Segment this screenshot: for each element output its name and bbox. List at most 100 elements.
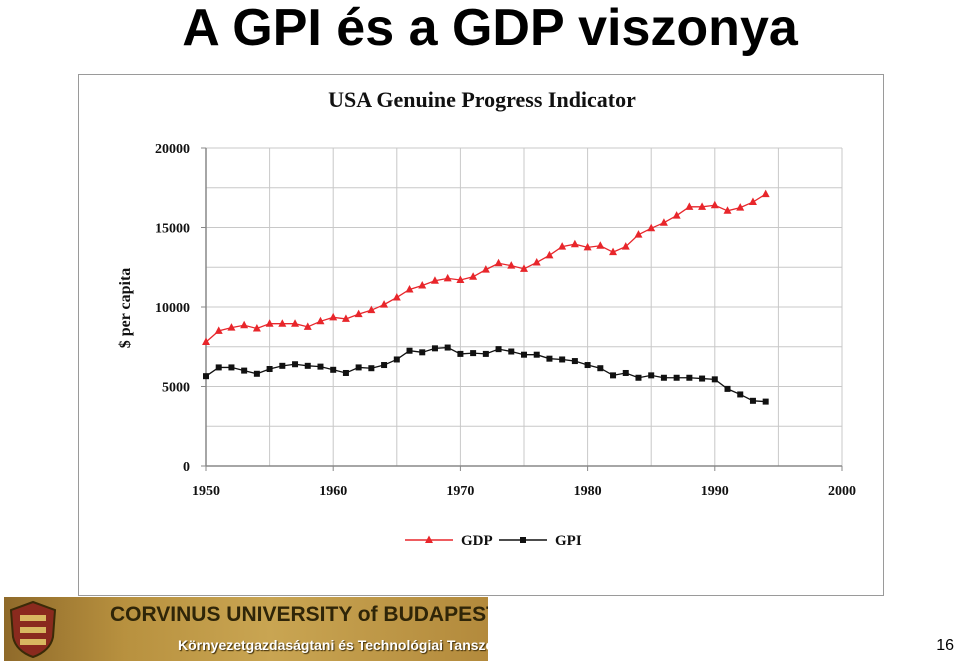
gdp-point <box>520 264 528 272</box>
gpi-point <box>203 373 209 380</box>
series-gdp <box>202 189 770 345</box>
gpi-point <box>470 350 477 357</box>
gpi-point <box>279 362 286 369</box>
gdp-point <box>291 319 300 327</box>
gpi-point <box>597 365 604 372</box>
gpi-point <box>584 362 591 369</box>
gpi-point <box>622 369 629 376</box>
gdp-point <box>634 230 643 238</box>
page-number: 16 <box>936 637 954 654</box>
gpi-point <box>419 349 426 356</box>
gpi-point <box>228 364 235 371</box>
y-tick-label: 20000 <box>155 142 190 157</box>
x-tick-label: 1950 <box>192 484 220 499</box>
gdp-point <box>532 257 541 266</box>
gdp-point <box>570 239 579 248</box>
gpi-point <box>699 375 706 382</box>
grid-lines <box>205 147 843 467</box>
gdp-point <box>240 320 249 329</box>
y-tick-label: 0 <box>183 460 190 475</box>
y-tick-label: 5000 <box>162 381 190 396</box>
gdp-point <box>392 292 401 301</box>
gdp-point <box>354 309 363 318</box>
gdp-point <box>685 202 694 210</box>
x-tick-label: 1970 <box>446 484 474 499</box>
gpi-point <box>762 398 769 405</box>
gdp-point <box>214 326 223 334</box>
x-tick-label: 1980 <box>574 484 602 499</box>
gpi-point <box>610 372 617 379</box>
gdp-point <box>303 322 312 330</box>
gpi-point <box>330 366 337 373</box>
gpi-point <box>521 351 527 358</box>
gdp-point <box>481 265 490 273</box>
gpi-point <box>317 363 324 370</box>
gpi-point <box>342 369 349 376</box>
gdp-point <box>367 305 376 314</box>
axes <box>201 147 843 471</box>
gdp-point <box>710 200 719 209</box>
legend-label-gdp: GDP <box>461 533 493 549</box>
chart-title: USA Genuine Progress Indicator <box>328 87 636 112</box>
gpi-point <box>215 364 222 371</box>
legend-marker-gdp <box>425 535 433 543</box>
gpi-point <box>457 350 464 357</box>
gpi-point <box>546 355 553 362</box>
gpi-point <box>673 374 680 381</box>
y-tick-label: 10000 <box>155 301 190 316</box>
gdp-point <box>265 319 274 327</box>
y-tick-labels: 0 5000 10000 15000 20000 <box>155 142 190 475</box>
gdp-point <box>443 273 452 282</box>
gpi-point <box>355 364 362 371</box>
legend-marker-gpi <box>520 537 526 543</box>
gdp-point <box>341 314 350 322</box>
gpi-point <box>368 365 375 372</box>
university-footer-banner: CORVINUS UNIVERSITY of BUDAPEST Környeze… <box>4 597 488 661</box>
gdp-point <box>596 241 605 249</box>
gdp-point <box>430 276 439 284</box>
x-tick-label: 2000 <box>828 484 856 499</box>
gpi-point <box>253 370 260 377</box>
gpi-point <box>304 362 311 369</box>
gdp-point <box>456 275 465 283</box>
gdp-point <box>252 323 261 332</box>
gdp-point <box>723 206 732 214</box>
legend-item-gdp: GDP <box>405 533 493 549</box>
gpi-point <box>292 361 299 368</box>
gpi-point <box>648 372 655 379</box>
university-name: CORVINUS UNIVERSITY of BUDAPEST <box>110 603 488 626</box>
x-tick-labels: 1950 1960 1970 1980 1990 2000 <box>192 484 856 499</box>
gdp-point <box>469 272 478 280</box>
gdp-point <box>316 316 325 325</box>
gdp-point <box>659 218 668 226</box>
gdp-point <box>748 197 757 206</box>
x-tick-label: 1960 <box>319 484 347 499</box>
gpi-point <box>711 376 718 383</box>
gdp-point <box>227 323 236 331</box>
gpi-point <box>381 362 388 369</box>
gpi-point <box>444 344 451 351</box>
gdp-point <box>736 203 745 211</box>
chart-frame: USA Genuine Progress Indicator 0 5000 1000… <box>78 74 884 596</box>
gdp-point <box>380 300 389 308</box>
y-tick-label: 15000 <box>155 222 190 237</box>
gdp-point <box>494 258 503 267</box>
gpi-point <box>495 346 502 353</box>
legend-item-gpi: GPI <box>499 533 582 549</box>
gdp-point <box>761 189 770 198</box>
gpi-point <box>559 356 566 363</box>
gdp-point <box>621 242 630 250</box>
gpi-point <box>482 350 489 357</box>
gpi-point <box>660 374 667 381</box>
gpi-point <box>266 366 273 373</box>
university-seal-icon <box>9 600 57 659</box>
gpi-point <box>737 391 744 398</box>
gpi-gdp-line-chart: USA Genuine Progress Indicator 0 5000 1000… <box>117 87 856 549</box>
gdp-point <box>507 261 516 269</box>
gdp-point <box>647 223 656 232</box>
gpi-point <box>406 347 413 354</box>
legend-label-gpi: GPI <box>555 533 582 549</box>
gdp-point <box>405 285 414 293</box>
gpi-point <box>686 374 693 381</box>
gdp-point <box>329 312 338 321</box>
